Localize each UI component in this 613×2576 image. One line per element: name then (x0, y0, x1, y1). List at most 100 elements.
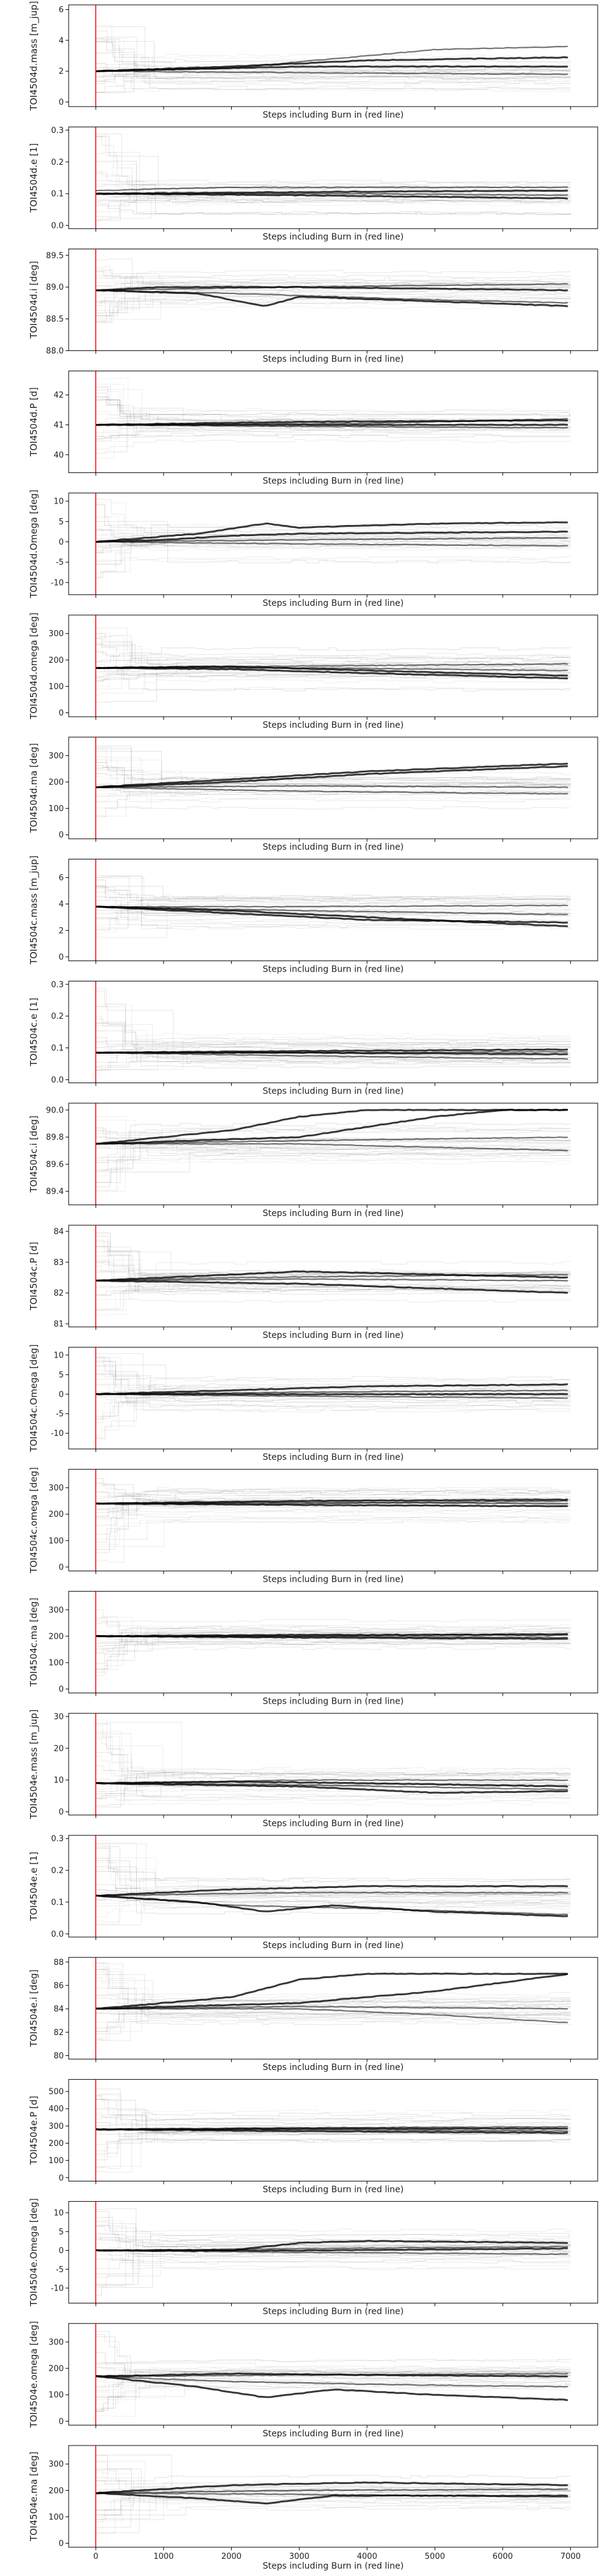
plot-frame (68, 614, 598, 717)
y-tick-label: 81 (53, 1320, 64, 1329)
walker-line-4 (96, 1891, 568, 1897)
walker-trace (96, 1492, 571, 1535)
walker-trace (96, 2096, 571, 2122)
plot-area (95, 2201, 571, 2303)
plot-frame (68, 1591, 598, 1694)
walker-trace (96, 787, 571, 797)
walker-trace (96, 134, 571, 184)
walker-trace (96, 910, 571, 916)
x-axis-label: Steps including Burn in (red line) (263, 477, 404, 486)
walker-trace (96, 1137, 571, 1152)
y-tick-label: 0 (59, 831, 64, 840)
walker-trace (96, 1261, 571, 1287)
plot-area (95, 249, 571, 351)
plot-area (95, 1347, 571, 1449)
walker-trace (96, 1022, 571, 1059)
walker-trace (96, 1127, 571, 1171)
walker-trace (96, 1116, 571, 1155)
walker-trace (96, 282, 571, 287)
walker-line-1 (96, 1108, 568, 1145)
walker-trace (96, 428, 571, 458)
plot-frame (68, 493, 598, 595)
walker-line-4 (96, 2005, 568, 2010)
walker-trace (96, 409, 571, 423)
y-tick-label: 0 (59, 2417, 64, 2427)
y-tick-label: 80 (53, 2052, 64, 2061)
walker-trace (96, 1992, 571, 2013)
walker-trace (96, 1770, 571, 1781)
y-tick-label: 100 (48, 2513, 64, 2522)
y-axis-label: TOI4504d.Omega [deg] (28, 489, 39, 599)
walker-line-4 (96, 70, 568, 75)
walker-trace (96, 1617, 571, 1634)
walker-trace (96, 1047, 571, 1063)
walker-trace (96, 679, 571, 695)
walker-trace (96, 749, 571, 787)
x-tick-label: 3000 (289, 2552, 310, 2561)
y-tick-label: 88.0 (46, 347, 64, 356)
walker-trace (96, 524, 571, 547)
walker-trace (96, 39, 571, 84)
plot-frame (68, 981, 598, 1084)
walker-trace (96, 1247, 571, 1302)
walker-trace (96, 2249, 571, 2265)
walker-trace (96, 2112, 571, 2161)
plot-frame (68, 2445, 598, 2548)
y-tick-label: 0.0 (51, 222, 64, 231)
walker-line-3 (96, 1278, 568, 1282)
walker-trace (96, 1862, 571, 1902)
y-tick-label: 83 (53, 1258, 64, 1267)
walker-trace (96, 660, 571, 690)
walker-trace (96, 1773, 571, 1806)
walker-trace (96, 1511, 571, 1520)
walker-trace (96, 988, 571, 1062)
walker-trace (96, 758, 571, 780)
y-tick-label: 300 (48, 1484, 64, 1493)
walker-trace (96, 1358, 571, 1402)
walker-trace (96, 1051, 571, 1063)
walker-trace (96, 530, 571, 538)
walker-trace (96, 2455, 571, 2493)
walker-trace (96, 2236, 571, 2260)
y-tick-label: 30 (53, 1712, 64, 1721)
walker-trace (96, 73, 571, 83)
walker-trace (96, 2244, 571, 2276)
walker-line-4 (96, 2245, 568, 2251)
walker-line-3 (96, 663, 568, 669)
y-tick-label: 0 (59, 2539, 64, 2548)
walker-trace (96, 1736, 571, 1776)
walker-line-2 (96, 1108, 568, 1145)
walker-trace (96, 1489, 571, 1513)
walker-trace (96, 1016, 571, 1046)
walker-trace (96, 1721, 571, 1792)
walker-trace (96, 203, 571, 220)
y-tick-label: 90.0 (46, 1106, 64, 1115)
y-tick-label: 0.3 (51, 1835, 64, 1844)
walker-trace (96, 1639, 571, 1654)
walker-trace (96, 1738, 571, 1775)
walker-line-4 (96, 1274, 568, 1282)
panel-13: 0 100 200 300 Steps including Burn in (red l… (28, 1467, 598, 1584)
walker-line-2 (96, 2128, 568, 2134)
walker-trace (96, 412, 571, 440)
walker-trace (96, 1780, 571, 1799)
y-tick-label: 0.1 (51, 1898, 64, 1907)
walker-trace (96, 1127, 571, 1154)
walker-trace (96, 991, 571, 1041)
walker-trace (96, 1517, 571, 1551)
x-tick-label: 0 (93, 2552, 98, 2561)
y-axis-label: TOI4504e.Omega [deg] (28, 2198, 39, 2307)
walker-trace (96, 1797, 571, 1801)
walker-trace (96, 1130, 571, 1149)
y-tick-label: 0.1 (51, 1044, 64, 1053)
walker-line-1 (96, 1383, 568, 1396)
walker-cloud (96, 1720, 571, 1808)
walker-cloud (96, 1478, 571, 1563)
y-tick-label: 0 (59, 538, 64, 547)
panel-2: 0.0 0.1 0.2 0.3 Steps including Burn in (red… (28, 126, 598, 242)
walker-trace (96, 41, 571, 79)
plot-frame (68, 1347, 598, 1449)
walker-line-4 (96, 905, 568, 916)
walker-trace (96, 2370, 571, 2382)
y-tick-label: 84 (53, 2005, 64, 2014)
